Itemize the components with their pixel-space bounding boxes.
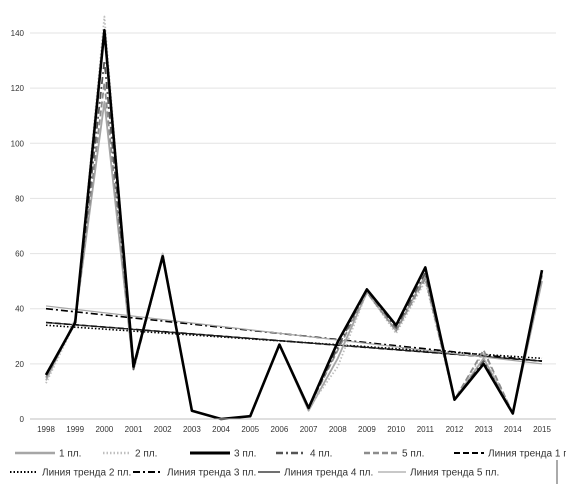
y-tick-label: 100 bbox=[11, 139, 25, 148]
legend-label: Линия тренда 3 пл. bbox=[167, 468, 256, 479]
trendlines bbox=[45, 305, 543, 365]
legend: 1 пл. 2 пл. 3 пл. 4 пл. 5 пл. Линия тренда 1 … bbox=[10, 449, 566, 479]
x-tick-label: 2005 bbox=[241, 425, 259, 434]
x-tick-label: 1998 bbox=[37, 425, 55, 434]
y-tick-label: 0 bbox=[20, 415, 25, 424]
x-tick-label: 2002 bbox=[154, 425, 172, 434]
x-tick-label: 2010 bbox=[387, 425, 405, 434]
legend-label: Линия тренда 2 пл. bbox=[42, 468, 131, 479]
trendline-линия-тренда-5-пл bbox=[45, 305, 543, 365]
y-tick-label: 60 bbox=[15, 250, 24, 259]
x-tick-label: 2012 bbox=[446, 425, 464, 434]
x-tick-label: 2000 bbox=[95, 425, 113, 434]
x-tick-label: 1999 bbox=[66, 425, 84, 434]
y-tick-label: 120 bbox=[11, 84, 25, 93]
legend-label: 4 пл. bbox=[310, 449, 332, 460]
x-tick-label: 2004 bbox=[212, 425, 230, 434]
y-tick-label: 80 bbox=[15, 194, 24, 203]
x-tick-label: 2008 bbox=[329, 425, 347, 434]
x-tick-label: 2006 bbox=[271, 425, 289, 434]
data-series bbox=[44, 15, 544, 421]
x-tick-label: 2014 bbox=[504, 425, 522, 434]
y-tick-label: 40 bbox=[15, 305, 24, 314]
legend-label: Линия тренда 4 пл. bbox=[284, 468, 373, 479]
x-axis-tick-labels: 1998 1999 2000 2001 2002 2003 2004 2005 2006 2007… bbox=[37, 425, 551, 434]
series-line-1-пл bbox=[45, 101, 543, 420]
y-tick-label: 140 bbox=[11, 29, 25, 38]
y-axis-tick-labels: 0 20 40 60 80 100 120 140 bbox=[11, 29, 25, 424]
legend-label: 2 пл. bbox=[135, 449, 157, 460]
x-tick-label: 2001 bbox=[125, 425, 143, 434]
legend-label: 3 пл. bbox=[234, 449, 256, 460]
x-tick-label: 2007 bbox=[300, 425, 318, 434]
legend-label: 1 пл. bbox=[59, 449, 81, 460]
x-tick-label: 2009 bbox=[358, 425, 376, 434]
x-tick-label: 2011 bbox=[417, 425, 435, 434]
legend-label: Линия тренда 1 пл. bbox=[488, 449, 566, 460]
trendline-линия-тренда-3-пл bbox=[45, 307, 543, 362]
legend-label: 5 пл. bbox=[402, 449, 424, 460]
series-line-3-пл bbox=[44, 28, 544, 421]
x-tick-label: 2015 bbox=[533, 425, 551, 434]
x-tick-label: 2013 bbox=[475, 425, 493, 434]
x-tick-label: 2003 bbox=[183, 425, 201, 434]
y-tick-label: 20 bbox=[15, 360, 24, 369]
legend-label: Линия тренда 5 пл. bbox=[410, 468, 499, 479]
